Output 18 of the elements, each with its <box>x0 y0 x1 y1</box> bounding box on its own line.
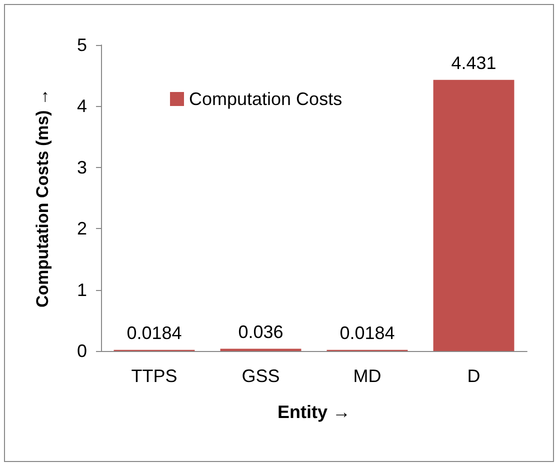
x-tick-label: GSS <box>242 366 280 386</box>
y-axis-title: Computation Costs (ms) → <box>33 88 52 308</box>
x-axis-title: Entity → <box>277 402 351 422</box>
data-label: 0.0184 <box>340 322 395 343</box>
x-tick-label: TTPS <box>131 366 178 386</box>
data-label: 0.0184 <box>126 322 182 343</box>
y-tick-label: 5 <box>76 35 87 55</box>
x-tick-label: MD <box>353 366 382 386</box>
legend-label: Computation Costs <box>189 89 342 109</box>
data-label: 0.036 <box>238 322 284 342</box>
bar <box>433 80 514 351</box>
y-tick-label: 0 <box>76 341 87 361</box>
y-tick-label: 2 <box>76 218 87 239</box>
x-tick-label: D <box>467 366 480 386</box>
y-tick-label: 3 <box>76 157 87 178</box>
data-label: 4.431 <box>451 52 496 73</box>
y-tick-label: 4 <box>76 96 87 116</box>
y-tick-label: 1 <box>76 280 87 300</box>
